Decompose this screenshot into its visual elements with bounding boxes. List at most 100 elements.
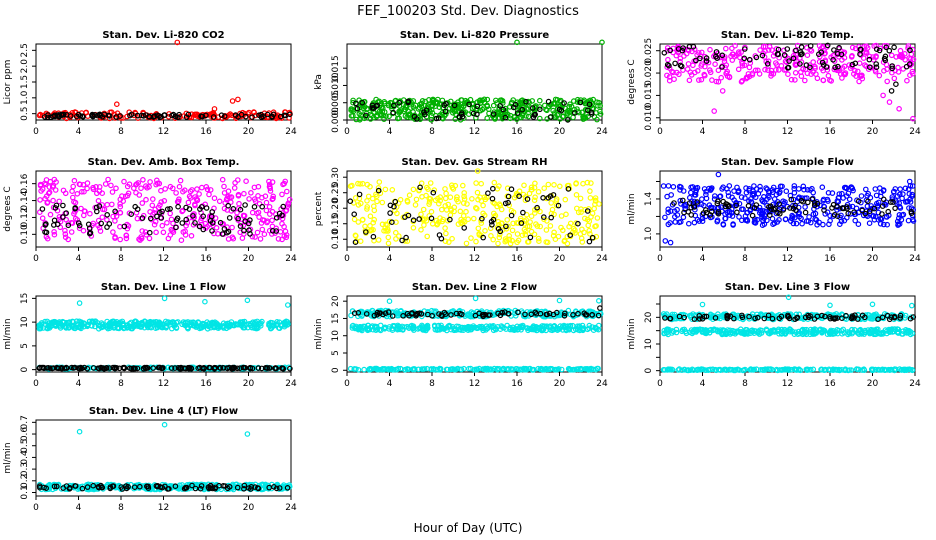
data-point — [694, 216, 701, 223]
data-point — [666, 62, 672, 69]
data-point — [490, 111, 497, 117]
data-point — [594, 215, 601, 221]
data-point-outlier — [908, 302, 915, 309]
data-point — [816, 58, 823, 65]
data-point — [560, 113, 567, 120]
data-point — [508, 99, 515, 106]
data-point — [873, 53, 879, 59]
data-point — [532, 180, 538, 187]
data-point — [766, 189, 773, 196]
data-point — [587, 195, 594, 201]
data-point — [761, 199, 768, 205]
data-point — [151, 221, 158, 228]
data-point — [816, 43, 823, 49]
data-point — [47, 365, 53, 372]
data-point — [834, 198, 841, 204]
data-point — [458, 97, 464, 103]
data-point — [210, 320, 217, 326]
data-point — [267, 185, 274, 192]
data-point — [60, 202, 66, 209]
data-point — [416, 113, 423, 119]
data-point — [158, 199, 165, 205]
data-point — [545, 98, 552, 105]
data-point — [661, 49, 668, 56]
data-point — [909, 191, 916, 198]
data-point-outlier — [76, 300, 83, 306]
data-point — [161, 198, 168, 204]
data-point — [182, 228, 188, 235]
data-point — [93, 184, 99, 190]
data-point — [660, 183, 667, 189]
panel-4: Stan. Dev. Amb. Box Temp.degrees C0 4 8 12 1… — [3, 157, 297, 264]
x-tick-label: 24 — [909, 254, 921, 264]
data-point — [879, 203, 886, 209]
data-point — [98, 220, 105, 227]
data-point — [707, 46, 713, 53]
y-tick-label: 10 — [331, 330, 341, 342]
data-point — [286, 196, 293, 203]
data-point — [257, 322, 264, 329]
data-point — [243, 113, 249, 120]
data-point — [168, 365, 175, 371]
data-point — [807, 187, 814, 193]
data-point — [573, 205, 580, 212]
data-point — [385, 234, 392, 241]
data-point — [438, 206, 445, 213]
data-point — [502, 236, 509, 242]
data-point — [907, 72, 913, 79]
data-point — [269, 217, 275, 224]
data-point — [184, 320, 191, 327]
data-point — [413, 196, 420, 203]
data-point — [150, 196, 156, 202]
data-point — [75, 220, 82, 226]
data-point-outlier — [906, 61, 913, 67]
data-point — [39, 215, 46, 222]
data-point — [394, 115, 401, 122]
data-point — [536, 238, 542, 245]
data-point — [196, 223, 203, 230]
data-point — [193, 324, 199, 330]
data-point — [110, 364, 116, 371]
data-point — [889, 63, 896, 69]
data-point — [240, 364, 247, 371]
data-point — [455, 198, 461, 205]
data-point — [220, 221, 227, 227]
data-point — [514, 110, 521, 116]
data-point — [393, 236, 399, 242]
data-point — [555, 202, 562, 209]
data-point-outlier — [719, 88, 726, 94]
data-point — [552, 236, 559, 243]
data-point — [714, 198, 721, 205]
x-tick-label: 20 — [243, 379, 255, 389]
data-point — [162, 112, 168, 118]
y-tick-label: 1.0 — [644, 226, 654, 241]
data-point — [113, 185, 119, 192]
data-point-outlier — [235, 96, 241, 103]
data-point — [156, 364, 163, 371]
data-point — [476, 232, 483, 238]
data-point — [488, 233, 494, 239]
data-point — [792, 55, 799, 61]
data-point — [573, 192, 580, 198]
data-point — [908, 208, 915, 215]
data-point — [677, 219, 684, 225]
data-point — [798, 44, 805, 50]
x-tick-label: 12 — [469, 127, 480, 137]
data-point — [793, 58, 800, 65]
x-tick-label: 16 — [511, 254, 523, 264]
data-point — [255, 365, 262, 371]
data-point — [42, 181, 49, 188]
data-point — [872, 186, 879, 192]
data-point — [457, 208, 464, 215]
data-point — [152, 319, 159, 325]
data-point — [44, 114, 51, 121]
data-point — [369, 105, 376, 111]
data-point — [523, 99, 529, 105]
data-point — [814, 200, 821, 207]
data-point — [491, 214, 498, 220]
data-point — [62, 231, 69, 237]
data-point — [882, 202, 889, 208]
x-tick-label: 4 — [76, 127, 82, 137]
data-point — [410, 186, 417, 193]
data-point — [765, 58, 772, 65]
